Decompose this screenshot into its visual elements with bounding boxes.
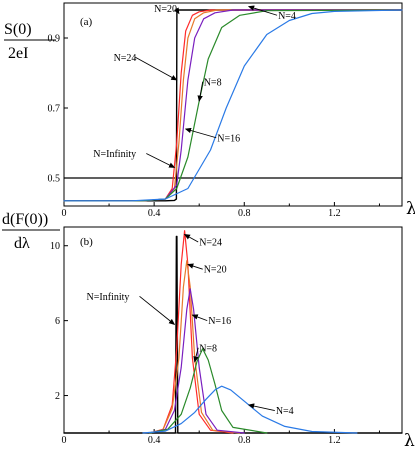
panel-a-annotation-arrow-n-8 [197, 81, 204, 102]
panel-a-ytick-label-1: 0.7 [48, 104, 61, 115]
panel-b-series-n-4 [142, 385, 358, 434]
panel-b-series-n-16 [149, 288, 245, 434]
panel-b-annotation-arrow-n-16 [191, 314, 208, 322]
panel-b-xtick-label-1: 0.4 [148, 435, 161, 446]
panel-b-label: (b) [80, 236, 93, 248]
panel-b-annotation-n-16: N=16 [208, 316, 231, 327]
panel-a-xtick-label-1: 0.4 [148, 208, 161, 219]
panel-b-annotation-n-4: N=4 [276, 406, 294, 417]
panel-b-annotation-arrow-n-4 [247, 403, 275, 411]
panel-b-ytick-label-2: 10 [50, 241, 60, 252]
panel-a-frame [63, 2, 403, 207]
panel-a-xtick-label-3: 1.2 [328, 208, 341, 219]
panel-a-annotation-arrow-n-infinity [146, 153, 176, 168]
panel-b-series-n-infinity [63, 235, 403, 434]
panel-a-annotation-n-16: N=16 [217, 133, 240, 144]
panel-b-ylabel-top: d(F(0)) [2, 211, 48, 228]
panel-a-series-n-8 [63, 9, 403, 202]
panel-a-annotation-n-4: N=4 [278, 11, 296, 22]
panel-b-annotation-arrow-n-infinity [139, 295, 176, 325]
panel-a-annotation-arrow-n-16 [184, 127, 217, 139]
panel-b-series-n-24 [149, 230, 234, 434]
panel-a-annotation-n-24: N=24 [114, 53, 137, 64]
panel-b-annotation-n-24: N=24 [199, 237, 222, 248]
panel-b-annotation-n-8: N=8 [199, 343, 217, 354]
panel-a-series-n-16 [63, 9, 403, 202]
panel-b-annotation-n-20: N=20 [204, 265, 227, 276]
panel-b-ylabel-bottom: dλ [14, 235, 30, 252]
panel-a-series-n-24 [63, 9, 403, 202]
panel-a-series-n-infinity [63, 9, 403, 202]
panel-b: (b) d(F(0)) dλ λ 0 0.4 0.8 1.2 2 6 10 N=24 N=20… [2, 211, 415, 449]
panel-a-annotation-arrow-n-24 [135, 56, 178, 81]
panel-b-annotation-arrow-n-24 [183, 234, 199, 243]
panel-a-xlabel: λ [406, 199, 415, 219]
panel-a-xtick-label-0: 0 [62, 208, 67, 219]
panel-a-annotation-arrow-n-4 [247, 5, 278, 16]
panel-b-frame [63, 226, 403, 434]
panel-a-annotation-n-8: N=8 [204, 77, 222, 88]
panel-a-ylabel-top: S(0) [4, 21, 32, 38]
panel-a-ylabel-bottom: 2eI [8, 45, 28, 62]
panel-a-annotation-arrow-n-20 [173, 7, 180, 15]
panel-b-series-n-8 [149, 348, 268, 434]
panel-b-xtick-label-2: 0.8 [238, 435, 251, 446]
panel-a-annotation-n-infinity: N=Infinity [93, 149, 136, 160]
panel-a-ytick-label-0: 0.5 [48, 174, 61, 185]
panel-b-annotation-arrow-n-8 [193, 347, 199, 363]
panel-b-annotation-n-infinity: N=Infinity [87, 292, 130, 303]
panel-a-series-n-20 [63, 9, 403, 202]
panel-a-ytick-label-2: 0.9 [48, 34, 61, 45]
panel-b-ytick-label-1: 6 [55, 316, 60, 327]
panel-b-xlabel: λ [404, 431, 415, 449]
panel-b-ytick-label-0: 2 [55, 391, 60, 402]
panel-a-annotation-n-20: N=20 [154, 4, 177, 15]
panel-b-annotation-arrow-n-20 [187, 263, 203, 270]
panel-a-label: (a) [80, 16, 93, 28]
panel-b-xtick-label-3: 1.2 [328, 435, 341, 446]
panel-a-series-n-4 [63, 9, 403, 202]
panel-a-xtick-label-2: 0.8 [238, 208, 251, 219]
panel-b-series-n-20 [149, 260, 241, 434]
panel-a: (a) S(0) 2eI λ 0 0.4 0.8 1.2 0.5 0.7 0.9 N=20 N… [4, 2, 415, 219]
panel-b-xtick-label-0: 0 [62, 435, 67, 446]
